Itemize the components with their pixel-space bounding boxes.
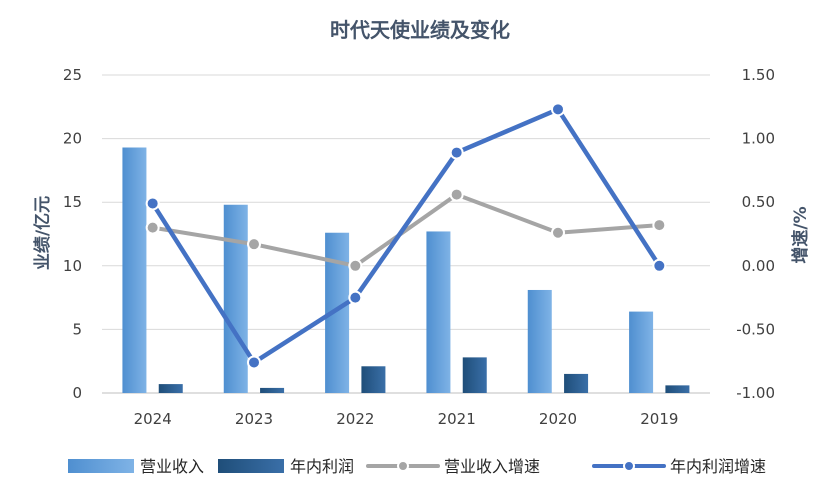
legend-label: 营业收入增速: [444, 457, 540, 476]
gridlines: [102, 74, 710, 394]
legend-marker-revenue-growth: [397, 460, 409, 472]
bar-revenue: [122, 147, 147, 393]
point-revenue-growth: [449, 187, 464, 202]
point-profit-growth: [652, 258, 667, 273]
axes: 0 5 10 15 20 25 -1.00 -0.50 0.00 0.50 1.00 1.50 2024…: [63, 66, 775, 428]
point-profit-growth: [145, 196, 160, 211]
legend: 营业收入 年内利润 营业收入增速 年内利润增速: [68, 457, 766, 476]
point-profit-growth: [551, 102, 565, 117]
point-revenue-growth: [348, 258, 363, 273]
bar-revenue: [527, 289, 552, 393]
point-revenue-growth: [652, 218, 667, 233]
point-revenue-growth: [145, 220, 160, 235]
bar-revenue: [629, 311, 654, 393]
x-tick-label: 2019: [640, 410, 678, 428]
point-revenue-growth: [551, 225, 565, 240]
line-revenue-growth: [150, 192, 662, 268]
y2-axis-title: 增速/%: [790, 206, 811, 263]
line-profit-growth: [150, 107, 662, 365]
bar-profit: [462, 357, 487, 393]
x-tick-label: 2021: [438, 410, 476, 428]
legend-marker-profit-growth: [623, 460, 635, 472]
y-axis-title: 业绩/亿元: [32, 196, 53, 270]
y-tick-label: 15: [63, 193, 82, 211]
x-tick-label: 2022: [336, 410, 374, 428]
x-tick-label: 2020: [539, 410, 577, 428]
point-profit-growth: [348, 290, 363, 305]
bar-profit: [665, 385, 690, 393]
legend-label: 年内利润: [290, 457, 354, 476]
y2-tick-label: -1.00: [736, 384, 775, 402]
bar-revenue: [223, 204, 248, 393]
bar-profit: [564, 373, 589, 393]
legend-swatch-profit: [218, 459, 284, 473]
bar-revenue: [426, 231, 451, 393]
y-tick-label: 25: [63, 66, 82, 84]
x-tick-label: 2024: [134, 410, 172, 428]
bar-profit: [158, 384, 183, 393]
y-tick-label: 20: [63, 130, 82, 148]
x-tick-label: 2023: [235, 410, 273, 428]
chart-title: 时代天使业绩及变化: [330, 18, 510, 42]
y2-tick-label: 0.50: [742, 193, 775, 211]
y2-tick-label: 1.00: [742, 130, 775, 148]
y2-tick-label: -0.50: [736, 320, 775, 338]
legend-label: 营业收入: [140, 457, 204, 476]
legend-label: 年内利润增速: [670, 457, 766, 476]
y2-tick-label: 1.50: [742, 66, 775, 84]
y-tick-label: 10: [63, 257, 82, 275]
y2-tick-label: 0.00: [742, 257, 775, 275]
point-revenue-growth: [247, 237, 261, 252]
bar-profit: [361, 366, 386, 393]
bar-profit: [260, 387, 285, 393]
y-tick-label: 5: [72, 320, 82, 338]
y-tick-label: 0: [72, 384, 82, 402]
lines: [145, 102, 667, 370]
point-profit-growth: [449, 145, 464, 160]
legend-swatch-revenue: [68, 459, 134, 473]
point-profit-growth: [247, 355, 261, 370]
